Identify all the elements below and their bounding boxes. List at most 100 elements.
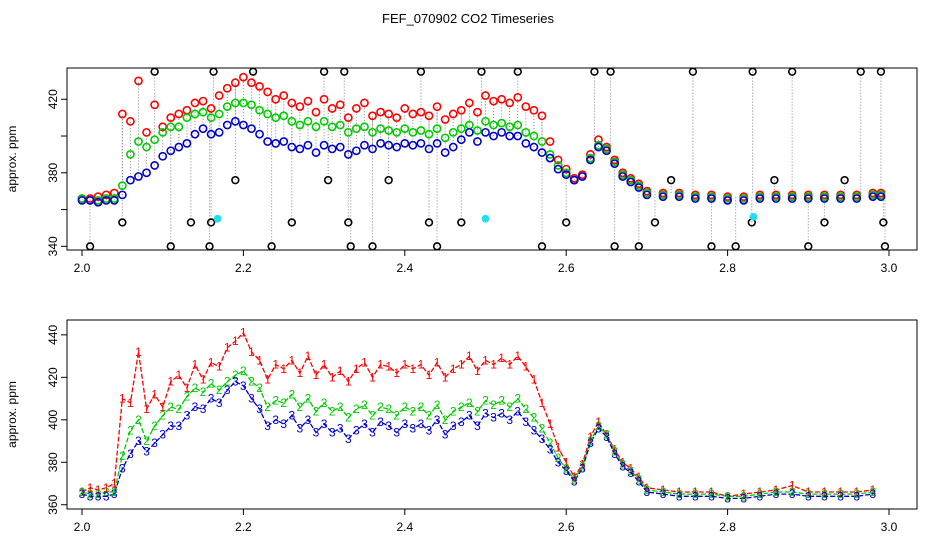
series-3-point bbox=[303, 140, 313, 150]
series-1-point bbox=[295, 102, 305, 112]
series-1-point bbox=[158, 122, 168, 132]
series-3-point bbox=[416, 138, 426, 148]
series-1-point bbox=[198, 96, 208, 106]
series-2-point bbox=[150, 135, 160, 145]
series-2-label: 2 bbox=[79, 485, 86, 499]
x-tick-label: 2.2 bbox=[235, 520, 252, 534]
series-1-label: 1 bbox=[272, 358, 279, 372]
series-3-point bbox=[456, 135, 466, 145]
series-2-label: 2 bbox=[143, 434, 150, 448]
outlier-point bbox=[879, 218, 888, 227]
series-2-label: 2 bbox=[789, 485, 796, 499]
series-2-label: 2 bbox=[466, 396, 473, 410]
series-1-label: 1 bbox=[442, 370, 449, 384]
series-3-label: 3 bbox=[660, 487, 667, 501]
series-3-label: 3 bbox=[531, 423, 538, 437]
series-3-label: 3 bbox=[426, 423, 433, 437]
series-2-label: 2 bbox=[369, 409, 376, 423]
series-3-point bbox=[610, 159, 620, 168]
series-2-point bbox=[134, 137, 143, 146]
outlier-point bbox=[346, 242, 355, 250]
series-3-label: 3 bbox=[248, 392, 255, 406]
series-2-point bbox=[505, 122, 515, 132]
series-3-label: 3 bbox=[87, 489, 94, 503]
series-1-point bbox=[497, 94, 507, 104]
series-2-point bbox=[473, 126, 482, 135]
series-1-point bbox=[271, 94, 281, 104]
series-3-label: 3 bbox=[821, 489, 828, 503]
x-tick-label: 3.0 bbox=[881, 261, 898, 275]
series-1-label: 1 bbox=[353, 362, 360, 376]
series-1-label: 1 bbox=[175, 368, 182, 382]
y-tick-label: 440 bbox=[46, 325, 60, 345]
series-3-label: 3 bbox=[450, 419, 457, 433]
y-tick-label: 400 bbox=[46, 409, 60, 429]
series-3-label: 3 bbox=[184, 409, 191, 423]
series-2-label: 2 bbox=[264, 400, 271, 414]
series-2-label: 2 bbox=[192, 381, 199, 395]
outlier-point bbox=[856, 68, 865, 76]
series-2-label: 2 bbox=[111, 485, 118, 499]
series-1-point bbox=[206, 104, 216, 113]
outlier-point bbox=[267, 242, 276, 250]
series-2-label: 2 bbox=[127, 423, 134, 437]
series-1-label: 1 bbox=[740, 487, 747, 501]
series-2-point bbox=[287, 116, 297, 126]
series-1-label: 1 bbox=[385, 360, 392, 374]
series-3-point bbox=[101, 195, 111, 205]
series-2-label: 2 bbox=[498, 394, 505, 408]
series-2-label: 2 bbox=[159, 409, 166, 423]
series-2-label: 2 bbox=[200, 385, 207, 399]
series-1-label: 1 bbox=[111, 477, 118, 491]
series-2-label: 2 bbox=[377, 400, 384, 414]
series-2-label: 2 bbox=[676, 487, 683, 501]
series-2-point bbox=[190, 109, 200, 119]
series-1-point bbox=[473, 107, 482, 117]
series-2-label: 2 bbox=[474, 404, 481, 418]
series-2-label: 2 bbox=[321, 396, 328, 410]
series-3-point bbox=[255, 129, 264, 139]
series-3-point bbox=[497, 127, 507, 137]
series-1-label: 1 bbox=[200, 372, 207, 386]
series-2-point bbox=[351, 124, 361, 134]
series-2-label: 2 bbox=[393, 409, 400, 423]
series-1-label: 1 bbox=[418, 358, 425, 372]
series-3-point bbox=[553, 164, 563, 174]
series-2-label: 2 bbox=[87, 487, 94, 501]
series-1-label: 1 bbox=[361, 355, 368, 369]
series-3-point bbox=[489, 131, 498, 141]
series-1-label: 1 bbox=[555, 440, 562, 454]
series-3-label: 3 bbox=[143, 445, 150, 459]
series-1-point bbox=[117, 109, 127, 119]
series-1-point bbox=[126, 116, 135, 126]
series-3-point bbox=[739, 195, 749, 205]
series-2-label: 2 bbox=[619, 457, 626, 471]
series-2-point bbox=[335, 120, 345, 130]
series-2-label: 2 bbox=[603, 428, 610, 442]
y-tick-label: 420 bbox=[46, 367, 60, 387]
series-1-point bbox=[150, 100, 160, 110]
series-3-label: 3 bbox=[619, 460, 626, 474]
series-2-point bbox=[198, 107, 208, 117]
outlier-point bbox=[231, 175, 240, 185]
series-1-point bbox=[311, 107, 321, 117]
outlier-point bbox=[368, 242, 377, 250]
series-3-label: 3 bbox=[490, 411, 497, 425]
series-3-label: 3 bbox=[111, 487, 118, 501]
series-2-point bbox=[222, 102, 232, 112]
series-1-label: 1 bbox=[587, 430, 594, 444]
series-1-label: 1 bbox=[410, 362, 417, 376]
series-3-label: 3 bbox=[837, 489, 844, 503]
series-1-point bbox=[416, 107, 426, 117]
series-1-label: 1 bbox=[297, 366, 304, 380]
series-1-label: 1 bbox=[627, 462, 634, 476]
series-3-label: 3 bbox=[385, 419, 392, 433]
series-3-label: 3 bbox=[377, 415, 384, 429]
series-3-label: 3 bbox=[442, 428, 449, 442]
series-1-label: 1 bbox=[369, 370, 376, 384]
outlier-point bbox=[186, 218, 196, 227]
series-1-label: 1 bbox=[167, 375, 174, 389]
series-3-point bbox=[158, 151, 168, 161]
x-tick-label: 3.0 bbox=[881, 520, 898, 534]
